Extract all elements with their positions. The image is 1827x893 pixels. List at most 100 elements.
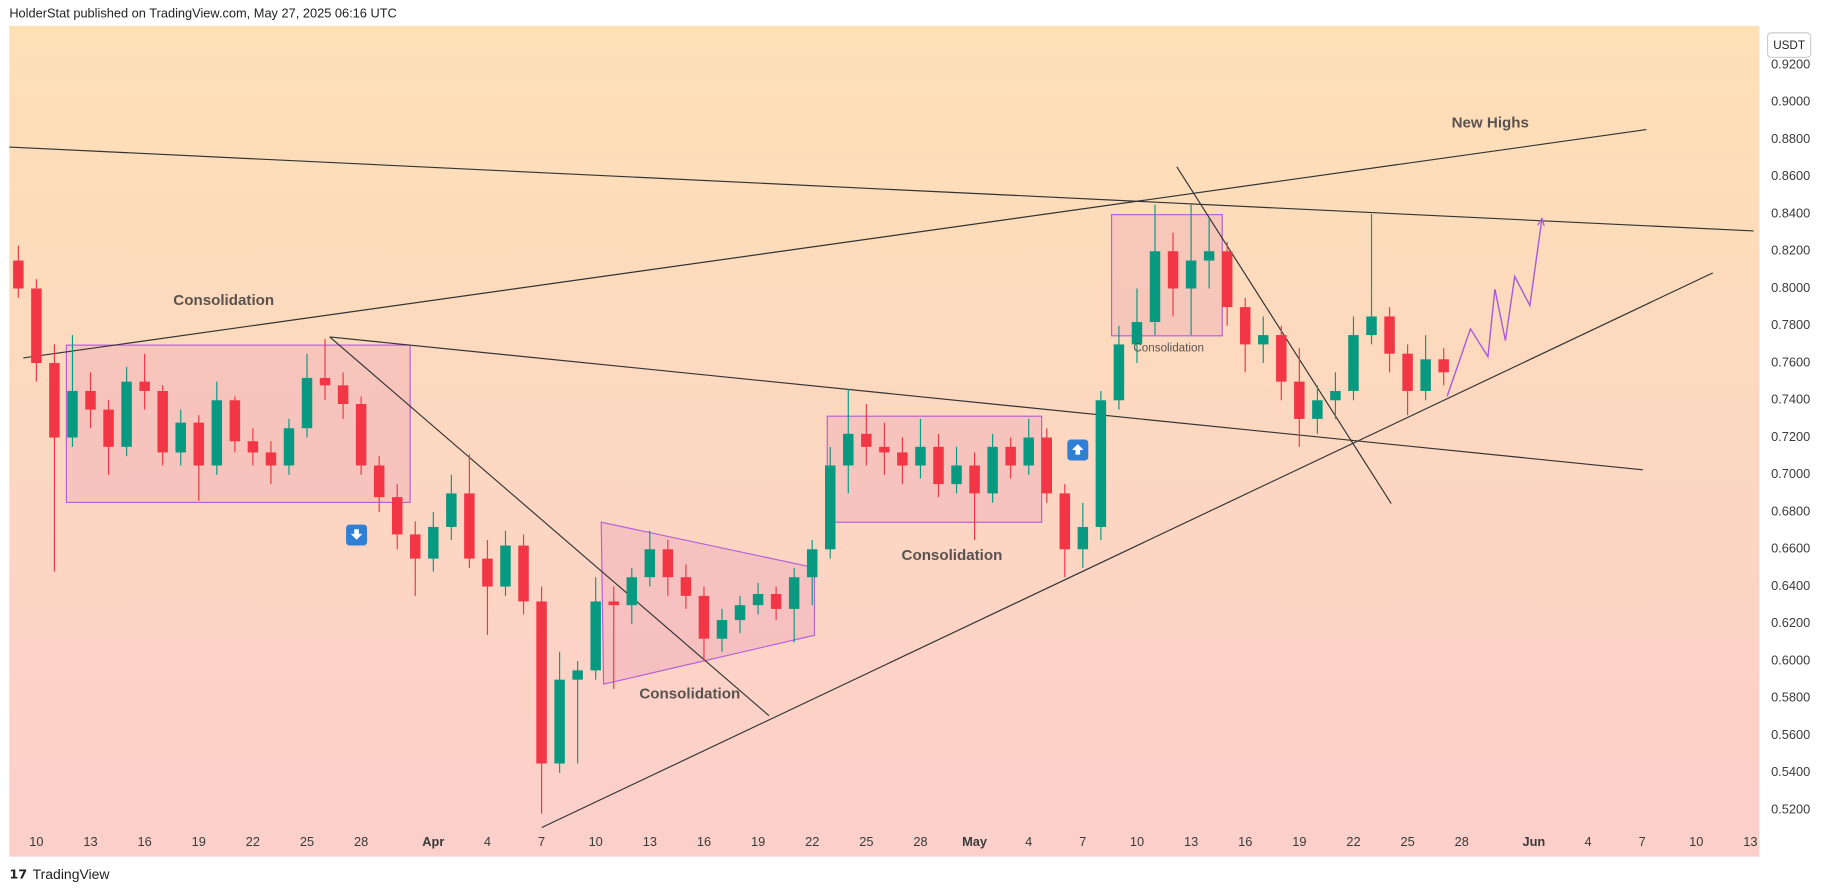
x-tick-label: 28	[354, 834, 368, 849]
trendline	[9, 146, 1754, 232]
candle-body	[1149, 251, 1161, 323]
y-tick-label: 0.5600	[1771, 727, 1810, 742]
candle-body	[788, 577, 800, 609]
candle-body	[265, 452, 277, 466]
x-tick-label: 22	[1346, 834, 1360, 849]
x-tick-label: 16	[138, 834, 152, 849]
candle-body	[428, 526, 439, 559]
candle-body	[211, 400, 223, 466]
candle-body	[1258, 335, 1269, 345]
candle-body	[482, 558, 493, 587]
candle-body	[1239, 307, 1251, 345]
candle-body	[644, 549, 656, 578]
y-tick-label: 0.9200	[1771, 56, 1810, 71]
candle-body	[716, 620, 728, 639]
y-tick-label: 0.6600	[1771, 541, 1810, 556]
candle-body	[121, 381, 132, 447]
x-tick-label: 19	[192, 834, 206, 849]
candle-body	[1077, 526, 1089, 550]
consolidation-box	[1110, 214, 1223, 337]
x-tick-label: 13	[643, 834, 657, 849]
projection-path	[1446, 222, 1541, 397]
x-tick-label: May	[962, 834, 988, 849]
candle-body	[806, 549, 818, 578]
header: HolderStat published on TradingView.com,…	[9, 6, 396, 21]
drawings	[9, 128, 1754, 829]
annotations: Consolidation Consolidation Consolidatio…	[173, 115, 1529, 703]
candle-body	[229, 400, 241, 442]
candle-body	[662, 549, 674, 578]
annotation: New Highs	[1452, 115, 1529, 132]
candle-body	[897, 452, 908, 466]
annotation: Consolidation	[173, 292, 274, 309]
candle-body	[13, 260, 24, 289]
candle-body	[1167, 251, 1179, 289]
candle-body	[500, 545, 511, 587]
x-tick-label: 25	[859, 834, 873, 849]
candle-body	[879, 446, 890, 453]
y-tick-label: 0.8000	[1771, 280, 1810, 295]
y-tick-label: 0.7800	[1771, 317, 1810, 332]
candle-body	[1348, 335, 1359, 391]
y-tick-label: 0.6400	[1771, 578, 1810, 593]
candle-body	[1438, 359, 1449, 373]
x-tick-label: 13	[1743, 834, 1757, 849]
x-tick-label: 10	[1130, 834, 1144, 849]
candle-body	[626, 577, 638, 606]
x-tick-label: 4	[1025, 834, 1032, 849]
x-tick-label: 4	[1584, 834, 1591, 849]
y-tick-label: 0.5800	[1771, 690, 1810, 705]
candle-body	[680, 577, 692, 596]
y-tick-label: 0.7600	[1771, 354, 1810, 369]
candle-body	[1221, 251, 1233, 308]
candle-body	[193, 422, 205, 466]
x-tick-label: Jun	[1523, 834, 1546, 849]
annotation: Consolidation	[639, 686, 740, 703]
logo-glyph: 𝟭𝟳	[9, 867, 27, 882]
candle-body	[698, 595, 710, 639]
y-tick-label: 0.7000	[1771, 466, 1810, 481]
y-tick-label: 0.8600	[1771, 168, 1810, 183]
candle-body	[843, 433, 854, 466]
x-tick-label: 19	[751, 834, 765, 849]
candle-body	[157, 390, 168, 453]
x-tick-label: 16	[697, 834, 711, 849]
candle-body	[337, 385, 349, 405]
y-tick-label: 0.9000	[1771, 94, 1810, 109]
trendline	[23, 128, 1647, 359]
x-tick-label: 10	[29, 834, 43, 849]
candle-body	[1185, 260, 1197, 289]
candle-body	[85, 390, 96, 410]
candle-body	[1041, 437, 1052, 494]
candle-body	[933, 446, 944, 485]
candle-body	[175, 422, 186, 453]
x-tick-label: 4	[484, 834, 491, 849]
y-unit: USDT	[1773, 39, 1805, 52]
candles	[13, 204, 1449, 814]
candle-body	[987, 446, 998, 494]
trendline	[329, 336, 1643, 471]
trendline	[329, 336, 770, 717]
candle-body	[373, 465, 385, 498]
candle-body	[67, 390, 78, 438]
candle-body	[301, 377, 313, 429]
y-tick-label: 0.8400	[1771, 205, 1810, 220]
candle-body	[608, 601, 619, 606]
candle-body	[103, 409, 114, 447]
footer: TradingView	[33, 866, 111, 882]
candle-body	[1384, 316, 1395, 354]
y-tick-label: 0.6200	[1771, 615, 1810, 630]
candle-body	[410, 534, 421, 559]
x-tick-label: 10	[589, 834, 603, 849]
candle-body	[825, 465, 836, 550]
candle-body	[752, 593, 764, 606]
x-tick-label: 7	[1079, 834, 1086, 849]
candle-body	[1023, 437, 1034, 466]
footer-logo: 𝟭𝟳 TradingView	[9, 866, 110, 882]
candle-body	[31, 288, 42, 364]
candle-body	[1203, 251, 1215, 261]
x-tick-label: 13	[1184, 834, 1198, 849]
candle-body	[969, 465, 980, 494]
candle-body	[464, 493, 475, 559]
x-tick-label: 7	[1639, 834, 1646, 849]
